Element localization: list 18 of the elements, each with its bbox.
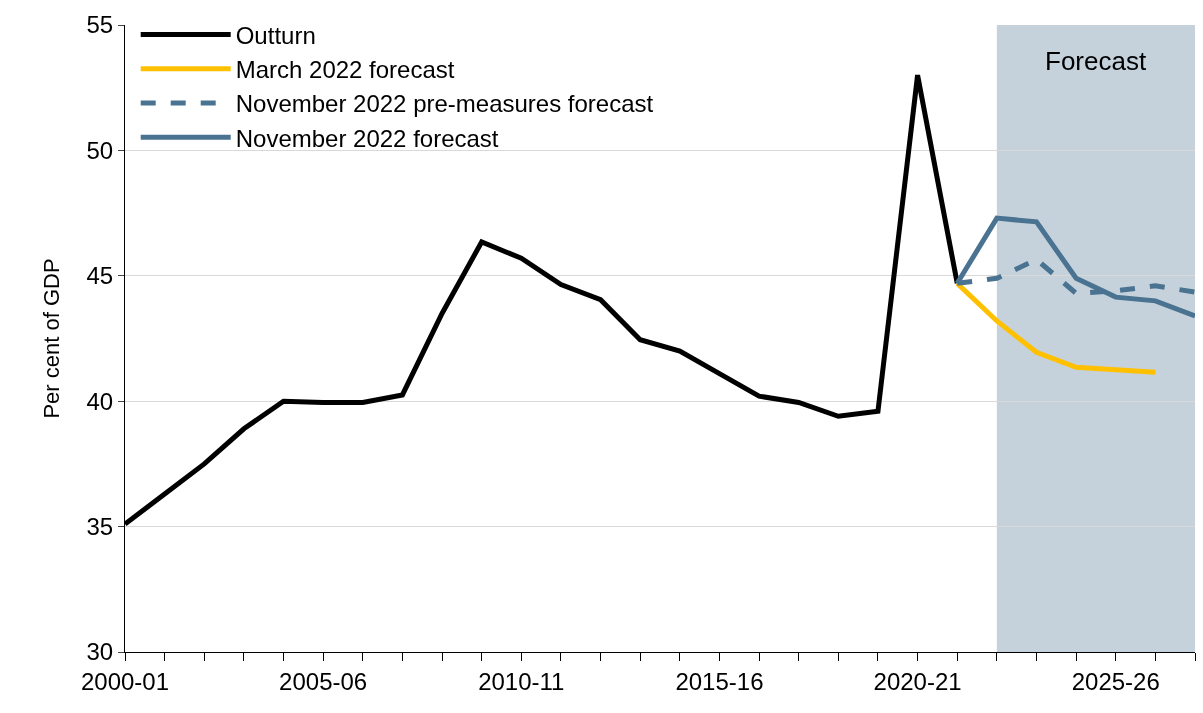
y-tick-label: 35 <box>86 513 114 540</box>
legend-label: November 2022 forecast <box>235 124 499 152</box>
y-axis-title: Per cent of GDP <box>39 258 65 419</box>
y-tick-label: 40 <box>86 387 114 415</box>
legend-label: Outturn <box>235 21 316 49</box>
y-tick-label: 50 <box>86 136 114 164</box>
legend-label: March 2022 forecast <box>235 56 455 84</box>
annotation: Forecast <box>1045 46 1147 76</box>
x-tick-label: 2005-06 <box>279 667 368 695</box>
x-tick-label: 2020-21 <box>873 667 962 695</box>
legend-label: November 2022 pre-measures forecast <box>235 90 654 118</box>
x-tick-label: 2025-26 <box>1071 667 1160 695</box>
y-tick-label: 45 <box>86 262 114 290</box>
x-tick-label: 2015-16 <box>675 667 764 695</box>
y-tick-label: 30 <box>86 638 114 666</box>
x-tick-label: 2010-11 <box>478 667 565 695</box>
x-tick-label: 2000-01 <box>80 667 170 695</box>
y-tick-label: 55 <box>86 11 114 39</box>
